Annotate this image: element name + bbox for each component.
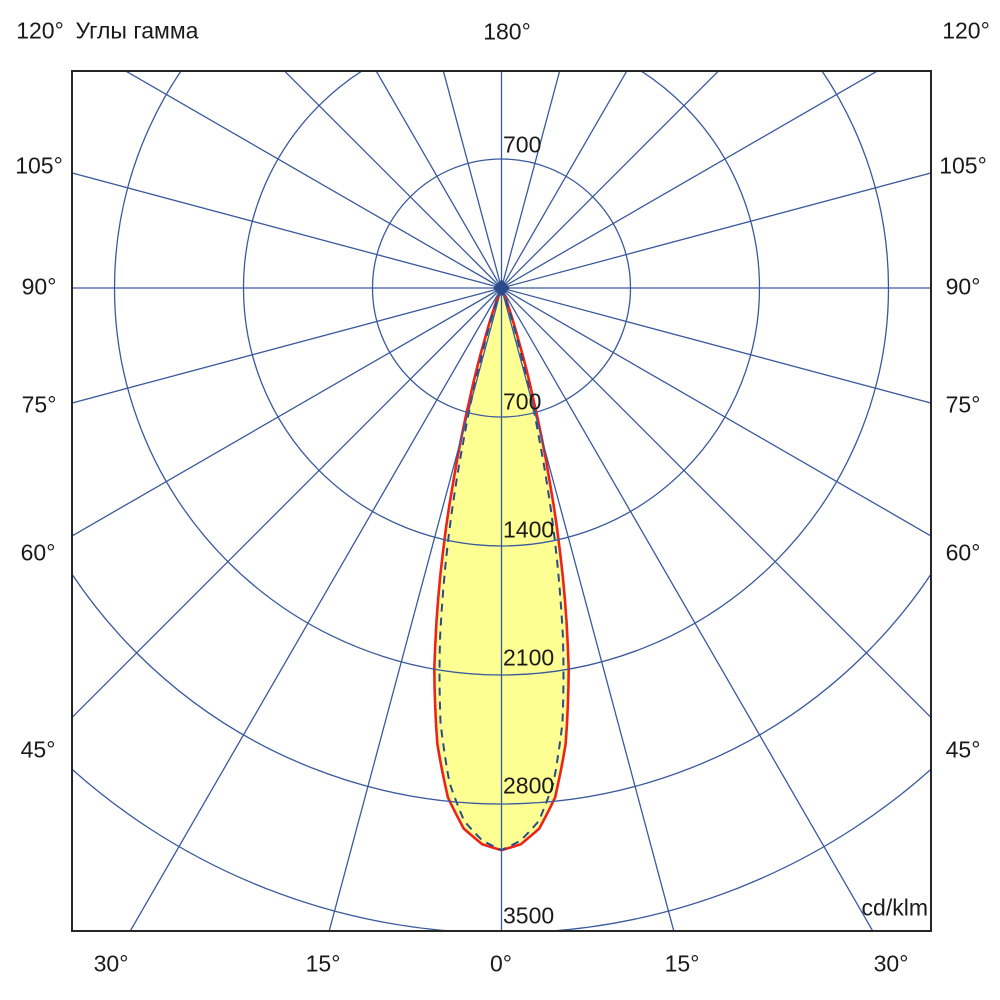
gamma-label-right-45: 45° xyxy=(945,736,981,763)
grid-ray xyxy=(500,287,874,931)
gamma-label-bottom-30l: 30° xyxy=(93,950,129,977)
center-marker-icon xyxy=(493,279,510,297)
grid-ray xyxy=(328,287,503,931)
grid-ray xyxy=(501,287,931,719)
unit-label: cd/klm xyxy=(861,894,928,921)
grid-ray xyxy=(500,287,675,931)
gamma-label-left-105: 105° xyxy=(15,152,63,179)
grid-ray xyxy=(72,287,502,404)
gamma-label-top-left: 120° xyxy=(16,17,64,44)
radial-tick-3500: 3500 xyxy=(503,902,555,929)
grid-ray xyxy=(375,71,503,289)
gamma-label-bottom-15r: 15° xyxy=(664,950,700,977)
plot-frame xyxy=(71,70,932,932)
grid-ray xyxy=(124,71,502,289)
gamma-label-right-105: 105° xyxy=(939,152,987,179)
gamma-label-left-75: 75° xyxy=(21,391,57,418)
grid-ray xyxy=(442,71,503,289)
grid-ray xyxy=(283,71,502,289)
grid-ray xyxy=(501,287,931,537)
grid-ray xyxy=(500,71,561,289)
gamma-label-right-75: 75° xyxy=(945,391,981,418)
radial-tick-2800: 2800 xyxy=(503,772,555,799)
grid-ray xyxy=(501,172,931,289)
gamma-label-bottom-15l: 15° xyxy=(305,950,341,977)
gamma-label-top-right: 120° xyxy=(942,17,990,44)
grid-ray xyxy=(501,287,931,404)
grid-ray xyxy=(72,172,502,289)
gamma-label-top-center: 180° xyxy=(483,18,531,45)
radial-tick-1400: 1400 xyxy=(503,516,555,543)
radial-tick-2100: 2100 xyxy=(503,644,555,671)
grid-ray xyxy=(72,287,502,719)
gamma-label-bottom-30r: 30° xyxy=(873,950,909,977)
grid-ray xyxy=(501,71,879,289)
gamma-label-left-60: 60° xyxy=(20,539,56,566)
radial-tick-700: 700 xyxy=(503,388,542,415)
gamma-label-right-90: 90° xyxy=(945,273,981,300)
gamma-label-left-45: 45° xyxy=(20,736,56,763)
grid-ray xyxy=(501,71,720,289)
grid-ray xyxy=(500,71,628,289)
grid-ray xyxy=(129,287,503,931)
grid-ray xyxy=(72,287,502,537)
gamma-label-bottom-0: 0° xyxy=(490,950,512,977)
chart-title: Углы гамма xyxy=(75,17,199,44)
radial-tick-700-upper: 700 xyxy=(503,131,542,158)
gamma-label-right-60: 60° xyxy=(945,539,981,566)
gamma-label-left-90: 90° xyxy=(21,273,57,300)
